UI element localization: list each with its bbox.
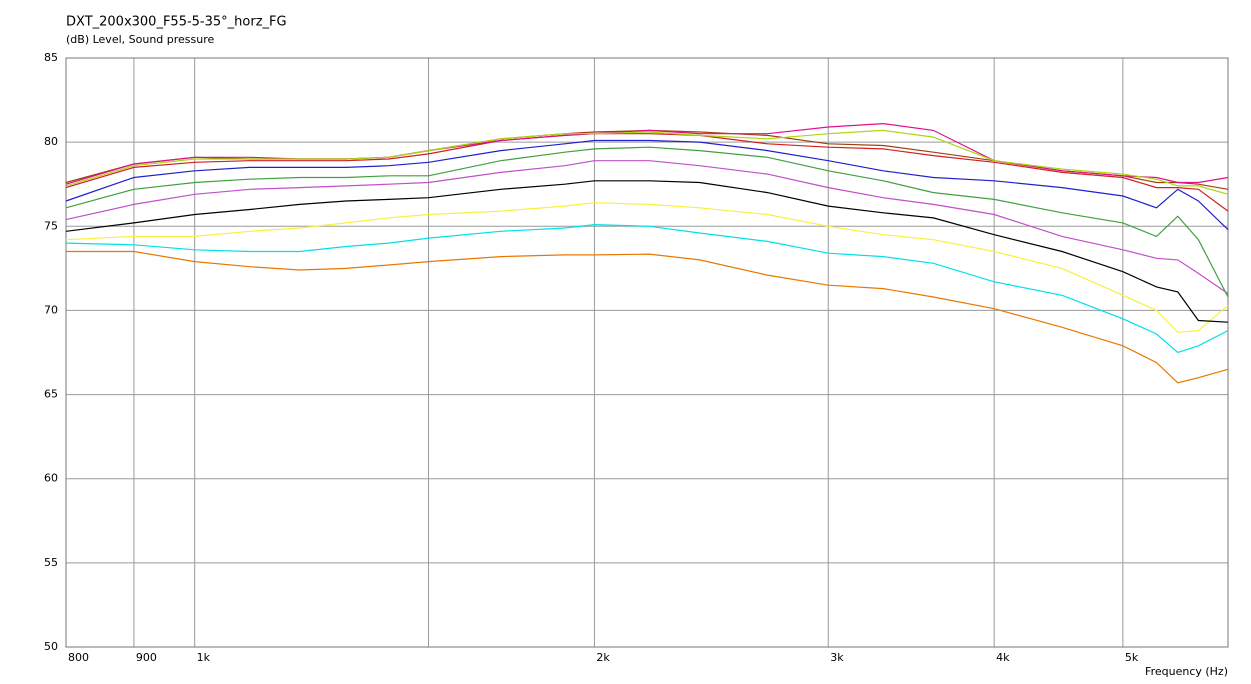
x-tick-label: 800 xyxy=(68,651,89,664)
y-tick-label: 75 xyxy=(44,219,58,232)
data-line xyxy=(65,133,1229,212)
y-axis-label: (dB) Level, Sound pressure xyxy=(66,33,215,46)
data-line xyxy=(65,180,1229,323)
x-tick-label: 1k xyxy=(197,651,211,664)
x-tick-label: 4k xyxy=(996,651,1010,664)
x-tick-label: 900 xyxy=(136,651,157,664)
chart-title: DXT_200x300_F55-5-35°_horz_FG xyxy=(66,15,287,30)
data-line xyxy=(65,139,1229,231)
x-tick-label: 3k xyxy=(830,651,844,664)
y-tick-label: 60 xyxy=(44,472,58,485)
y-tick-label: 50 xyxy=(44,640,58,653)
plot-border xyxy=(65,57,1229,648)
x-axis-label: Frequency (Hz) xyxy=(1145,665,1228,678)
data-line xyxy=(66,250,1229,384)
data-line xyxy=(65,129,1229,195)
x-tick-label: 2k xyxy=(596,651,610,664)
data-line xyxy=(65,202,1229,333)
y-tick-label: 70 xyxy=(44,303,58,316)
data-line xyxy=(65,146,1229,298)
y-tick-label: 85 xyxy=(44,51,58,64)
x-tick-label: 5k xyxy=(1125,651,1139,664)
data-line xyxy=(65,160,1229,295)
data-line xyxy=(65,223,1229,354)
y-tick-label: 65 xyxy=(44,388,58,401)
y-tick-label: 80 xyxy=(44,135,58,148)
y-tick-label: 55 xyxy=(44,556,58,569)
